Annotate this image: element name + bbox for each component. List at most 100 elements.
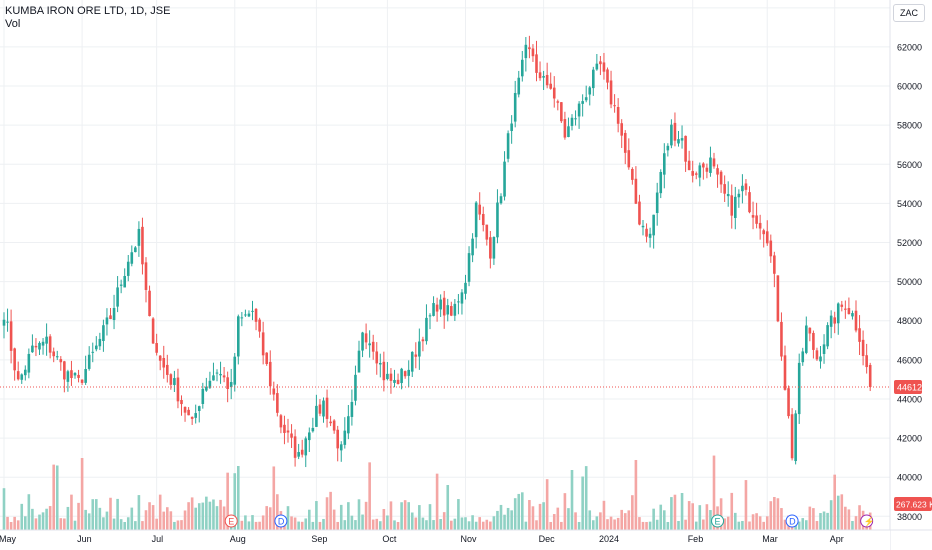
candle-body bbox=[379, 363, 382, 365]
candle-body bbox=[425, 317, 428, 342]
volume-bar bbox=[339, 504, 343, 530]
candle-body bbox=[783, 355, 787, 390]
volume-bar bbox=[556, 507, 560, 530]
candle-body bbox=[233, 356, 237, 385]
candle-body bbox=[20, 374, 24, 380]
volume-bar bbox=[538, 503, 542, 530]
candle-body bbox=[684, 135, 687, 162]
x-tick-label: Nov bbox=[461, 534, 478, 544]
candle-body bbox=[524, 44, 528, 59]
volume-bar bbox=[315, 501, 318, 530]
event-marker-earnings[interactable] bbox=[711, 514, 725, 528]
volume-bar bbox=[783, 519, 787, 530]
volume-bar bbox=[361, 514, 364, 530]
candle-body bbox=[66, 371, 70, 382]
candle-body bbox=[623, 132, 627, 153]
candle-body bbox=[343, 430, 347, 445]
candle-body bbox=[297, 452, 300, 457]
candle-body bbox=[677, 139, 680, 144]
volume-bar bbox=[84, 509, 87, 530]
event-marker-dividend[interactable] bbox=[274, 514, 288, 528]
x-tick-label: 2024 bbox=[599, 534, 619, 544]
event-marker-label: ⚡ bbox=[864, 516, 875, 528]
candle-body bbox=[577, 103, 581, 117]
candle-body bbox=[481, 213, 485, 226]
event-marker-earnings[interactable] bbox=[224, 514, 238, 528]
x-tick-label: Apr bbox=[830, 534, 844, 544]
candle-body bbox=[836, 303, 840, 324]
volume-bar bbox=[347, 502, 350, 530]
candle-body bbox=[474, 202, 478, 238]
price-axis bbox=[890, 0, 932, 550]
volume-bar bbox=[641, 521, 645, 530]
candle-body bbox=[166, 364, 169, 375]
candle-body bbox=[453, 303, 457, 316]
volume-bar bbox=[308, 509, 311, 530]
event-marker-label: E bbox=[715, 517, 721, 527]
candle-body bbox=[418, 341, 421, 357]
volume-bar bbox=[769, 501, 773, 530]
volume-bar bbox=[570, 470, 574, 530]
candle-body bbox=[38, 342, 41, 350]
volume-bar bbox=[20, 503, 24, 530]
candle-body bbox=[581, 101, 584, 104]
candle-body bbox=[868, 364, 872, 387]
x-tick-label: Dec bbox=[539, 534, 556, 544]
candle-body bbox=[517, 77, 521, 95]
volume-bar bbox=[70, 494, 73, 530]
currency-button[interactable]: ZAC bbox=[893, 4, 925, 22]
volume-bar bbox=[66, 506, 70, 530]
volume-bar bbox=[318, 521, 322, 530]
volume-bar bbox=[851, 521, 854, 530]
volume-bar bbox=[123, 521, 126, 530]
candle-body bbox=[812, 332, 815, 350]
event-marker-dividend[interactable] bbox=[785, 514, 799, 528]
volume-bar bbox=[645, 521, 648, 530]
volume-bar bbox=[460, 517, 464, 530]
candle-body bbox=[197, 406, 201, 411]
volume-bar bbox=[478, 517, 481, 530]
candle-body bbox=[59, 359, 63, 363]
volume-bar bbox=[620, 509, 623, 530]
candle-body bbox=[460, 292, 464, 304]
volume-bar bbox=[194, 507, 197, 530]
volume-bar bbox=[812, 508, 815, 530]
candle-body bbox=[201, 388, 205, 404]
volume-bar bbox=[535, 520, 538, 530]
volume-bar bbox=[226, 472, 229, 530]
volume-bar bbox=[744, 480, 748, 530]
candle-body bbox=[542, 76, 545, 78]
candle-body bbox=[432, 303, 435, 316]
volume-bar bbox=[439, 518, 442, 530]
x-tick-label: Oct bbox=[382, 534, 397, 544]
candle-body bbox=[545, 74, 549, 86]
volume-bar bbox=[826, 512, 829, 530]
candle-body bbox=[162, 357, 166, 368]
volume-bar bbox=[382, 508, 386, 530]
candle-body bbox=[87, 354, 91, 369]
candle-body bbox=[382, 361, 386, 381]
volume-bar bbox=[268, 507, 272, 530]
candle-body bbox=[751, 215, 755, 218]
volume-bar bbox=[609, 516, 613, 530]
candle-body bbox=[410, 351, 414, 372]
candle-body bbox=[183, 406, 187, 413]
volume-bar bbox=[176, 520, 180, 530]
event-marker-split[interactable] bbox=[860, 514, 874, 528]
volume-bar bbox=[581, 476, 584, 530]
volume-bar bbox=[407, 502, 410, 530]
candle-body bbox=[687, 160, 691, 171]
candle-body bbox=[109, 315, 112, 320]
candle-body bbox=[16, 371, 20, 380]
x-tick-label: Feb bbox=[688, 534, 704, 544]
candle-body bbox=[9, 321, 13, 351]
volume-bar bbox=[815, 521, 819, 530]
volume-bar bbox=[670, 497, 673, 530]
volume-bar bbox=[73, 520, 77, 530]
candle-body bbox=[112, 307, 116, 320]
y-tick-label: 58000 bbox=[897, 121, 922, 131]
volume-bar bbox=[332, 509, 336, 530]
event-marker-label: E bbox=[228, 517, 234, 527]
